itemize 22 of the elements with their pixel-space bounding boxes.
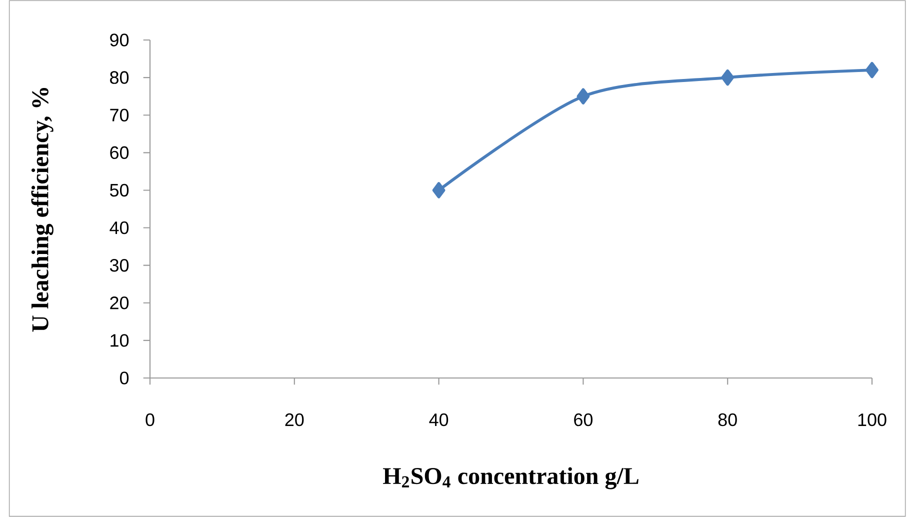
y-tick-label: 30 bbox=[110, 258, 129, 272]
y-tick-label: 10 bbox=[110, 334, 129, 347]
y-tick-label: 20 bbox=[110, 296, 129, 310]
x-tick-label: 60 bbox=[574, 413, 593, 426]
y-axis-title: U leaching efficiency, % bbox=[31, 88, 54, 332]
x-tick-label: 0 bbox=[146, 413, 154, 426]
x-tick-label: 80 bbox=[718, 413, 737, 426]
x-tick-label: 40 bbox=[429, 413, 448, 426]
point bbox=[432, 182, 446, 198]
y-tick-label: 60 bbox=[110, 146, 129, 160]
x-tick-label: 100 bbox=[858, 413, 886, 426]
x-axis-title: H$_{2}$SO$_{4}$ concentration g/L bbox=[383, 467, 638, 490]
y-tick-label: 0 bbox=[120, 372, 129, 384]
y-tick-label: 40 bbox=[110, 221, 129, 234]
y-tick-label: 50 bbox=[110, 184, 129, 197]
y-tick-label: 80 bbox=[110, 71, 129, 84]
x-tick-label: 20 bbox=[285, 413, 304, 426]
y-tick-label: 70 bbox=[110, 108, 129, 122]
y-tick-label: 90 bbox=[110, 34, 129, 46]
point bbox=[721, 69, 734, 86]
point bbox=[576, 88, 590, 104]
point bbox=[866, 62, 878, 78]
